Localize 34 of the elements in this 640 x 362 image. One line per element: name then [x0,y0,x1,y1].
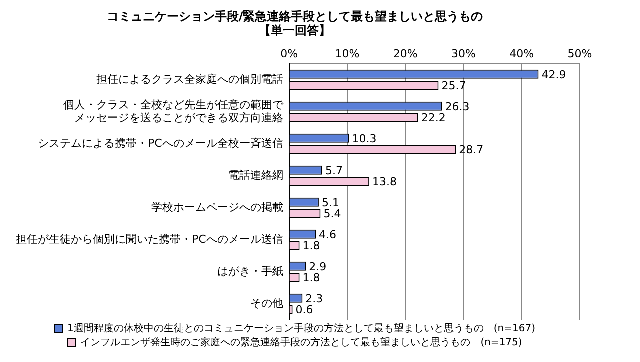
y-tick-label: はがき・手紙 [217,264,284,278]
data-label: 22.2 [421,111,446,124]
data-label: 28.7 [459,143,484,156]
x-tick-label: 0% [280,47,298,60]
chart-subtitle: 【単一回答】 [259,24,331,38]
data-label: 26.3 [445,100,470,114]
data-label: 10.3 [352,132,377,146]
data-label: 13.8 [372,175,398,188]
y-tick-label: 担任が生徒から個別に聞いた携帯・PCへのメール送信 [16,232,284,246]
data-label: 42.9 [542,68,566,82]
data-label: 1.8 [302,239,320,252]
x-tick-label: 30% [452,47,476,60]
x-tick-label: 10% [335,47,360,60]
data-label: 0.6 [296,303,314,316]
x-tick-label: 20% [393,47,418,60]
legend-label: インフルエンザ発生時のご家庭への緊急連絡手段の方法として最も望ましいと思うもの (n=175) [80,336,522,349]
data-label: 5.1 [322,196,340,210]
y-tick-label: その他 [250,296,284,310]
y-tick-label: 電話連絡網 [228,168,284,182]
data-label: 5.7 [325,164,343,178]
x-tick-label: 50% [568,47,592,60]
data-label: 4.6 [319,228,337,242]
x-tick-label: 40% [510,47,534,60]
y-tick-label: 担任によるクラス全家庭への個別電話 [96,72,284,86]
data-label: 25.7 [442,79,466,92]
y-tick-label: 個人・クラス・全校など先生が任意の範囲でメッセージを送ることができる双方向連絡 [63,98,284,124]
data-label: 2.3 [306,292,324,306]
y-tick-label: システムによる携帯・PCへのメール全校一斉送信 [38,136,284,150]
data-label: 2.9 [309,260,327,274]
y-tick-label: 学校ホームページへの掲載 [151,200,284,214]
data-label: 1.8 [302,271,320,284]
legend-label: 1週間程度の休校中の生徒とのコミュニケーション手段の方法として最も望ましいと思うもの (n=167) [68,322,536,335]
chart-title: コミュニケーション手段/緊急連絡手段として最も望ましいと思うもの [106,9,484,24]
data-label: 5.4 [324,207,342,220]
